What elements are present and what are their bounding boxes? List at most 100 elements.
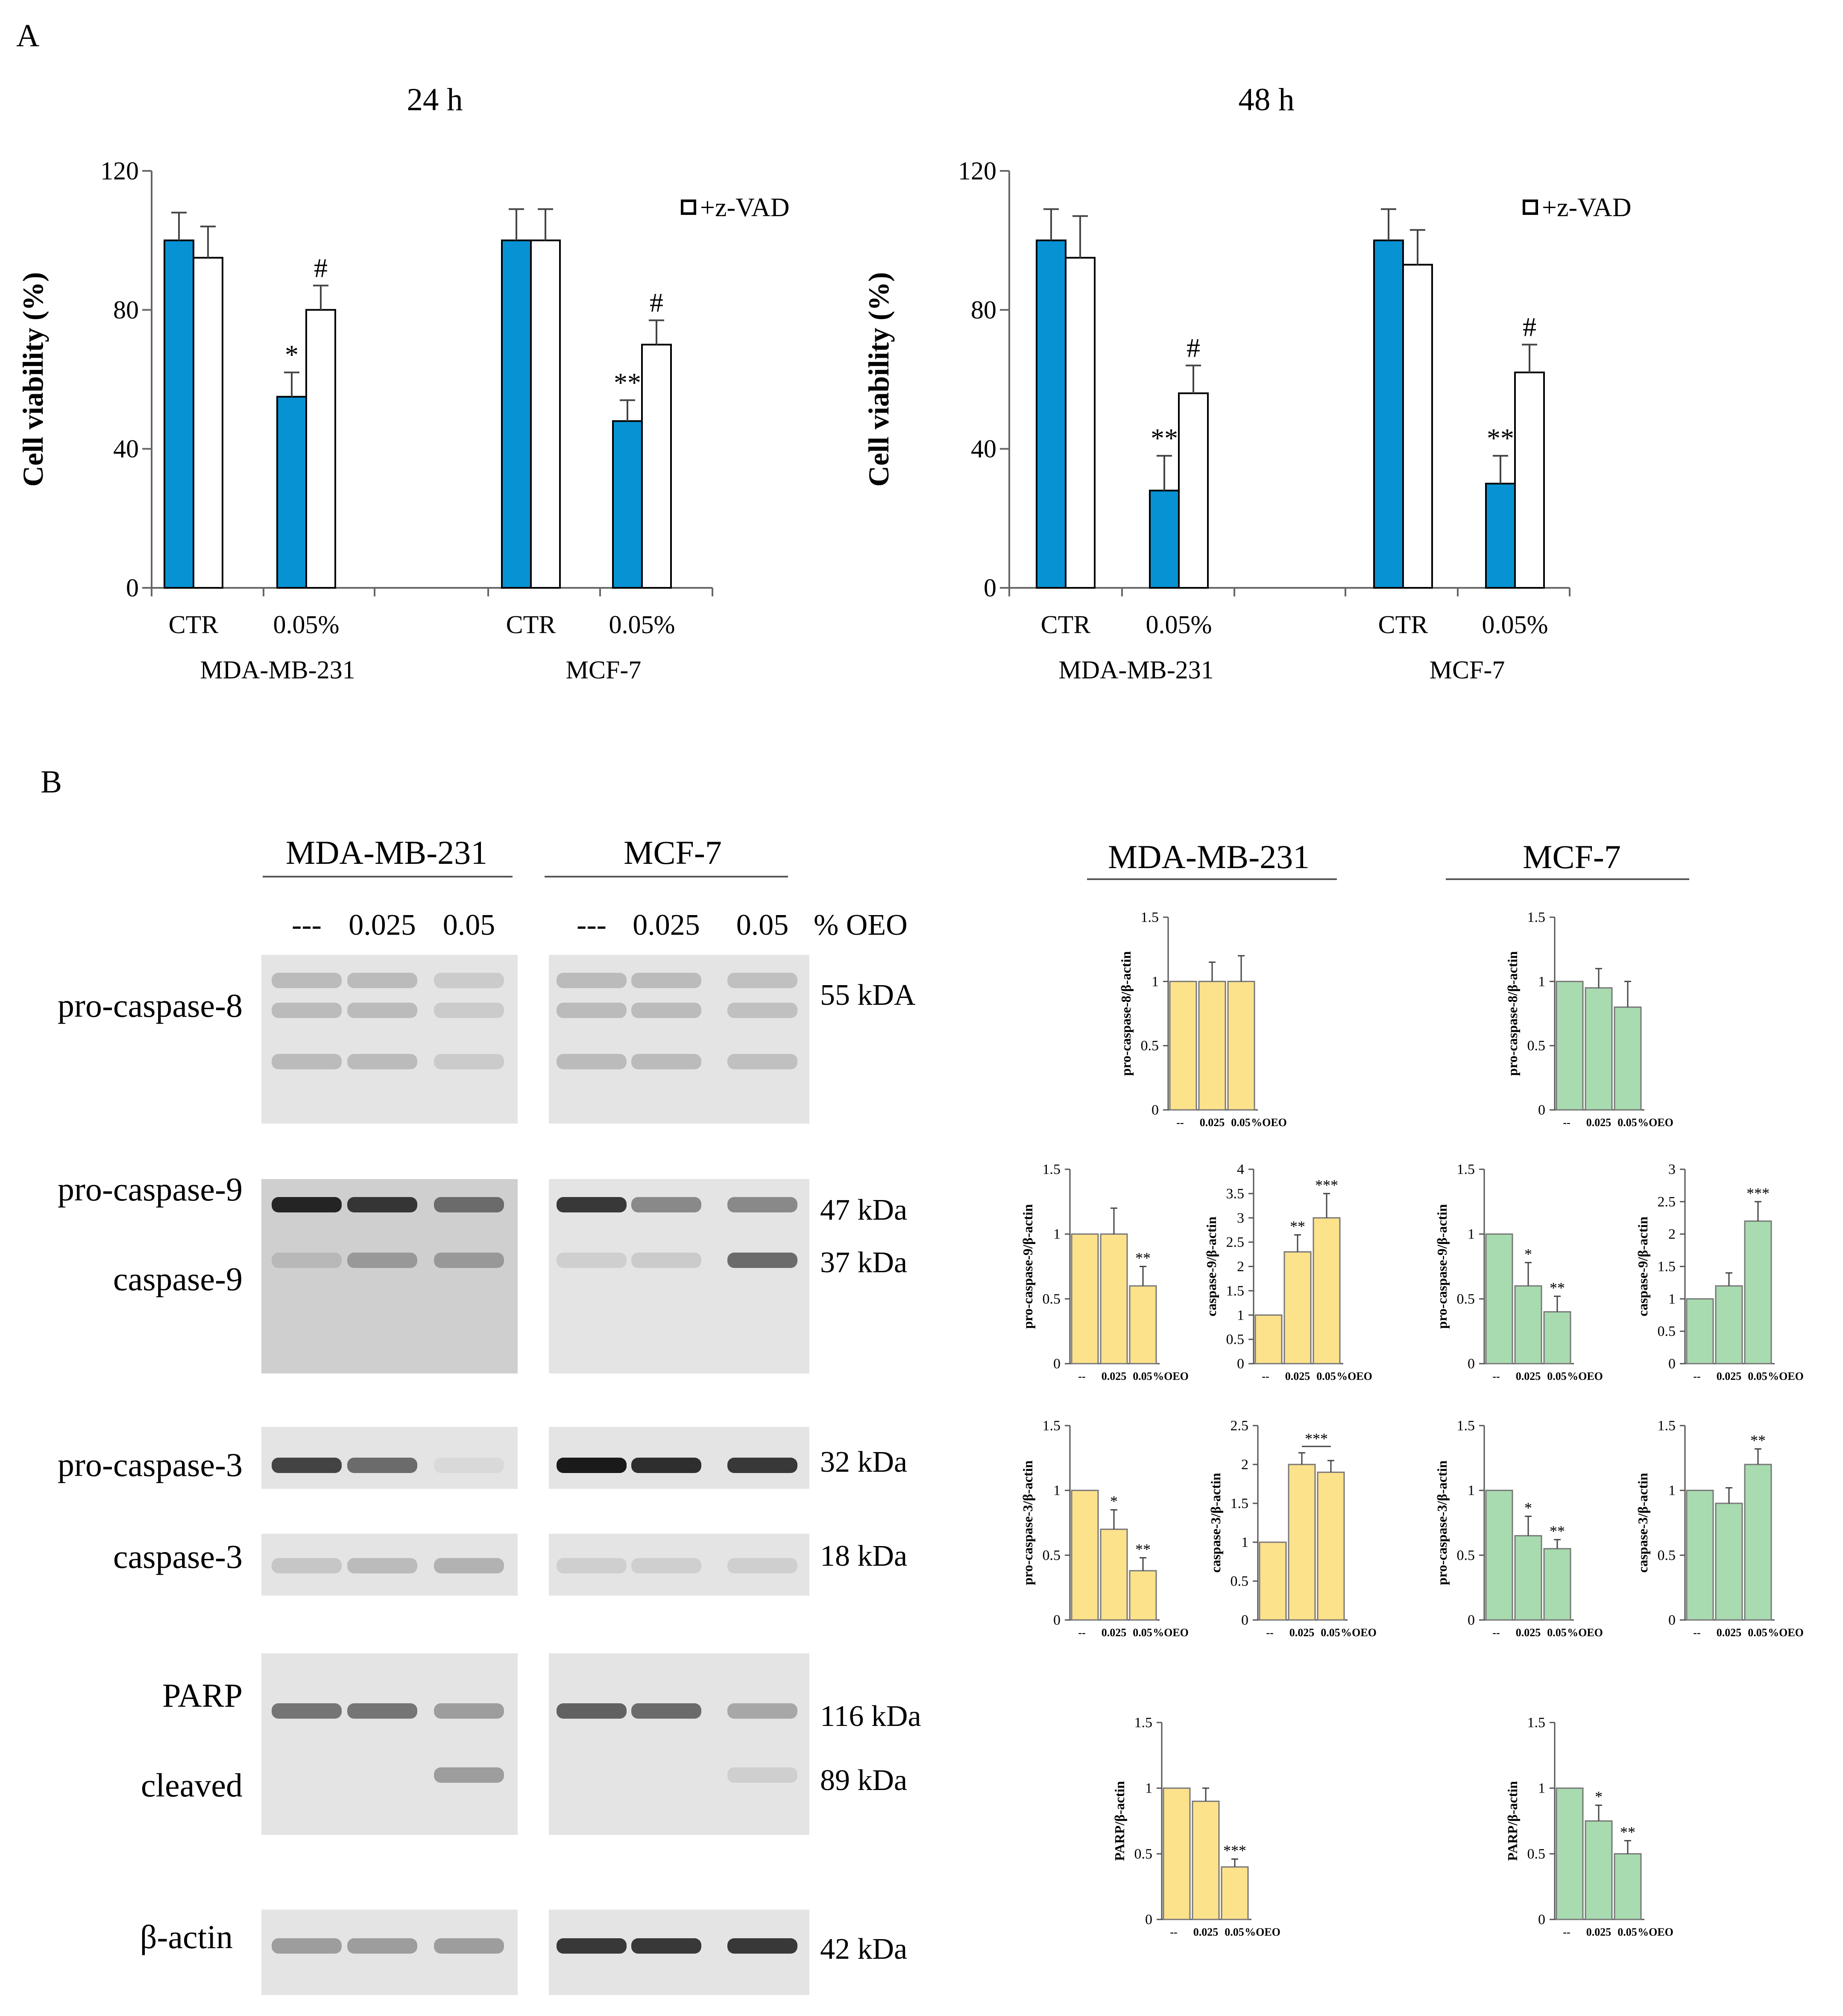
y-axis-label: caspase-9/β-actin bbox=[1635, 1216, 1650, 1316]
blot-band bbox=[557, 973, 627, 988]
group-label: MDA-MB-231 bbox=[200, 656, 355, 684]
blot-band bbox=[347, 1938, 417, 1954]
y-tick-label: 0 bbox=[1152, 1102, 1159, 1118]
bar bbox=[1485, 1233, 1513, 1365]
blot-band bbox=[272, 1003, 342, 1018]
y-tick-label: 0 bbox=[984, 574, 996, 602]
significance-label: * bbox=[1595, 1788, 1603, 1805]
y-tick-label: 2 bbox=[1241, 1457, 1248, 1473]
blot-band bbox=[727, 1938, 797, 1954]
y-tick-label: 1.5 bbox=[1231, 1496, 1249, 1511]
bar bbox=[1192, 1800, 1220, 1920]
blot-band bbox=[434, 1197, 504, 1212]
x-tick-label: 0.05% bbox=[273, 610, 340, 639]
significance-label: ** bbox=[1620, 1824, 1635, 1841]
significance-label: ** bbox=[1135, 1541, 1151, 1558]
blot-band bbox=[557, 1253, 627, 1268]
y-tick-label: 1.5 bbox=[1134, 1715, 1153, 1731]
blot-header-mda: MDA-MB-231 bbox=[286, 834, 487, 871]
blot-band bbox=[727, 1458, 797, 1473]
blot-band bbox=[631, 973, 701, 988]
bar bbox=[1254, 1314, 1283, 1365]
x-tick-label: 0.05 bbox=[1316, 1370, 1336, 1382]
x-tick-label: 0.025 bbox=[1200, 1116, 1225, 1129]
x-tick-label: -- bbox=[1492, 1370, 1500, 1382]
x-tick-label: 0.025 bbox=[1717, 1626, 1742, 1639]
x-tick-label: 0.05 bbox=[1547, 1626, 1567, 1639]
bar bbox=[1514, 1535, 1542, 1621]
quant-header-mcf: MCF-7 bbox=[1523, 838, 1621, 875]
y-tick-label: 1.5 bbox=[1658, 1259, 1676, 1275]
lane-label-mda-3: 0.05 bbox=[443, 909, 495, 942]
kda-cleaved: 89 kDa bbox=[820, 1764, 907, 1797]
blot-band bbox=[272, 1253, 342, 1268]
y-tick-label: 2.5 bbox=[1658, 1194, 1676, 1210]
y-tick-label: 1.5 bbox=[1527, 1715, 1546, 1731]
blot-band bbox=[727, 1054, 797, 1069]
blot-band bbox=[727, 1558, 797, 1573]
x-tick-label: 0.025 bbox=[1717, 1370, 1742, 1382]
y-tick-label: 1.5 bbox=[1527, 910, 1546, 925]
blot-band bbox=[347, 1197, 417, 1212]
blot-band bbox=[631, 1558, 701, 1573]
blot-band bbox=[347, 1054, 417, 1069]
legend-label: +z-VAD bbox=[1542, 193, 1631, 222]
row-label-parp: PARP bbox=[162, 1677, 243, 1714]
significance-label: ** bbox=[1550, 1523, 1565, 1540]
y-tick-label: 0 bbox=[1145, 1912, 1152, 1928]
y-tick-label: 1 bbox=[1668, 1483, 1676, 1499]
blot-band bbox=[631, 1197, 701, 1212]
quant-header-mda: MDA-MB-231 bbox=[1108, 838, 1310, 875]
kda-caspase-9: 37 kDa bbox=[820, 1246, 907, 1279]
bar bbox=[1744, 1464, 1772, 1621]
x-tick-label: 0.025 bbox=[1289, 1626, 1315, 1639]
bar bbox=[1163, 1787, 1191, 1920]
blot-band bbox=[434, 1703, 504, 1719]
significance-label: ** bbox=[1487, 423, 1514, 453]
y-tick-label: 0.5 bbox=[1231, 1573, 1249, 1589]
blot-band bbox=[727, 1767, 797, 1783]
blot-band bbox=[434, 1938, 504, 1954]
blot-membrane bbox=[549, 1653, 809, 1835]
bar bbox=[1036, 239, 1067, 589]
significance-label: * bbox=[1110, 1493, 1118, 1510]
x-tick-label: %OEO bbox=[1567, 1370, 1603, 1382]
blot-band bbox=[557, 1703, 627, 1719]
x-tick-label: -- bbox=[1078, 1370, 1085, 1382]
blot-membrane bbox=[261, 955, 518, 1124]
y-axis-label: PARP/β-actin bbox=[1112, 1781, 1127, 1861]
significance-label: ** bbox=[1135, 1250, 1151, 1267]
row-label-cleaved: cleaved bbox=[141, 1767, 243, 1804]
row-label-pro-caspase-3: pro-caspase-3 bbox=[58, 1446, 243, 1483]
y-tick-label: 1.5 bbox=[1457, 1162, 1475, 1177]
x-tick-label: %OEO bbox=[1341, 1626, 1377, 1639]
lane-label-mcf-1: --- bbox=[577, 909, 607, 942]
bar bbox=[1543, 1311, 1571, 1365]
bar bbox=[1585, 1820, 1613, 1920]
y-tick-label: 1.5 bbox=[1457, 1418, 1475, 1434]
bar bbox=[1283, 1251, 1312, 1365]
x-tick-label: 0.025 bbox=[1516, 1626, 1541, 1639]
x-tick-label: -- bbox=[1693, 1626, 1700, 1639]
x-tick-label: CTR bbox=[506, 610, 556, 639]
lane-label-mda-2: 0.025 bbox=[349, 909, 416, 942]
lane-label-mcf-2: 0.025 bbox=[633, 909, 700, 942]
blot-band bbox=[272, 1197, 342, 1212]
blot-band bbox=[557, 1054, 627, 1069]
y-tick-label: 40 bbox=[113, 435, 139, 463]
blot-band bbox=[272, 1458, 342, 1473]
bar bbox=[1556, 980, 1584, 1111]
y-tick-label: 3 bbox=[1668, 1162, 1676, 1177]
x-tick-label: -- bbox=[1170, 1926, 1177, 1938]
y-tick-label: 0.5 bbox=[1457, 1291, 1475, 1307]
y-axis-label: caspase-9/β-actin bbox=[1204, 1216, 1219, 1316]
y-tick-label: 80 bbox=[113, 296, 139, 324]
y-tick-label: 0.5 bbox=[1658, 1323, 1676, 1339]
chart-mda-pro-casp9: 0 0.5 1 1.5 pro-caspase-9/β-actin ** -- 0.025 0.… bbox=[1020, 1162, 1189, 1382]
x-tick-label: 0.025 bbox=[1285, 1370, 1310, 1382]
x-tick-label: %OEO bbox=[1768, 1626, 1804, 1639]
bar bbox=[1715, 1285, 1743, 1365]
bar bbox=[530, 239, 561, 589]
